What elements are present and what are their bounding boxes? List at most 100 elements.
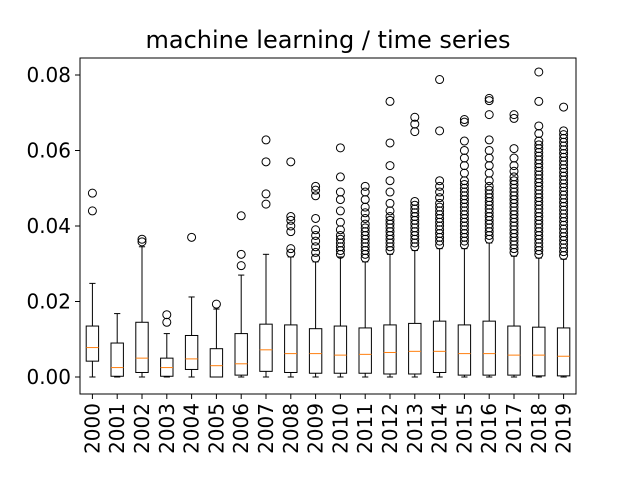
outlier-point [459,179,469,189]
outlier-point [435,193,445,203]
outlier-point [236,211,246,221]
outlier-point [261,189,271,199]
outlier-point [509,153,519,163]
outlier-point [87,188,97,198]
outlier-point [509,110,519,120]
outlier-point [435,187,445,197]
outlier-point [534,129,544,139]
outlier-point [484,168,494,178]
outlier-point [162,310,172,320]
outlier-point [187,232,197,242]
box-2001 [110,313,124,378]
outlier-point [459,117,469,127]
x-tick-label: 2015 [452,403,476,454]
box-body [383,324,397,375]
outlier-point [484,185,494,195]
outlier-point [360,208,370,218]
outlier-point [211,299,221,309]
outlier-point [484,181,494,191]
x-tick-label: 2019 [552,403,576,454]
box-body [358,327,372,374]
box-body [333,325,348,374]
x-axis: 2000 2001 2002 2003 2004 2005 2006 2007 2008 2009… [80,394,576,454]
outlier-point [534,140,544,150]
outlier-point [559,102,569,112]
box-2006 [234,211,248,378]
outlier-point [335,143,345,153]
outlier-point [286,157,296,167]
outlier-point [311,253,321,263]
box-2011 [358,181,372,378]
outlier-point [435,176,445,186]
outlier-point [410,119,420,129]
y-axis: 0.00 0.02 0.04 0.06 0.08 [26,63,80,389]
outlier-point [311,230,321,240]
box-2013 [408,112,422,378]
box-body [507,325,521,376]
outlier-point [559,126,569,136]
outlier-point [311,185,321,195]
box-body [556,327,571,377]
box-2003 [160,310,174,378]
outlier-point [311,181,321,191]
box-body [234,333,248,376]
x-tick-label: 2005 [204,403,228,454]
outlier-point [335,230,345,240]
box-2017 [507,110,521,378]
outlier-point [311,242,321,252]
outlier-point [484,96,494,106]
x-tick-label: 2003 [155,403,179,454]
outlier-point [261,135,271,145]
outlier-point [484,110,494,120]
box-2010 [333,143,348,378]
box-body [532,326,546,377]
box-body [259,323,273,372]
box-2014 [432,75,447,378]
outlier-point [459,161,469,171]
outlier-point [286,221,296,231]
y-tick-label: 0.04 [26,214,71,238]
outlier-point [261,199,271,209]
outlier-point [410,127,420,137]
box-2000 [85,188,100,378]
outlier-point [311,213,321,223]
x-tick-label: 2001 [105,403,129,454]
outlier-point [410,112,420,122]
outlier-point [335,187,345,197]
outlier-point [534,121,544,131]
outlier-point [360,202,370,212]
outlier-point [335,206,345,216]
box-2009 [308,181,323,378]
outlier-point [534,67,544,77]
outlier-point [360,195,370,205]
box-body [408,322,422,375]
outlier-point [360,187,370,197]
box-body [209,348,224,378]
plot-area [85,67,571,378]
outlier-point [484,93,494,103]
outlier-point [410,200,420,210]
outlier-point [385,187,395,197]
outlier-point [385,198,395,208]
outlier-point [87,206,97,216]
outlier-point [509,166,519,176]
outlier-point [286,244,296,254]
outlier-point [311,225,321,235]
outlier-point [435,75,445,85]
outlier-point [335,225,345,235]
box-body [284,324,298,373]
x-tick-label: 2014 [428,403,452,454]
outlier-point [360,181,370,191]
outlier-point [459,168,469,178]
x-tick-label: 2011 [353,403,377,454]
box-body [110,342,124,377]
outlier-point [435,198,445,208]
x-tick-label: 2007 [254,403,278,454]
outlier-point [385,161,395,171]
outlier-point [534,96,544,106]
axes-frame [79,57,577,395]
outlier-point [509,176,519,186]
x-tick-label: 2013 [403,403,427,454]
x-tick-label: 2016 [477,403,501,454]
